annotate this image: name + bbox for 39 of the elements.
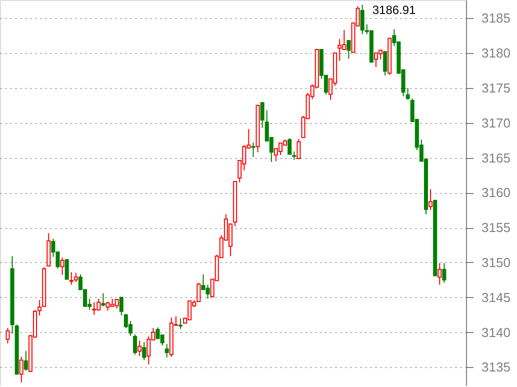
y-tick-label: 3175 (482, 80, 510, 96)
candlestick (260, 102, 264, 128)
candlestick (296, 138, 301, 160)
candlestick (6, 328, 10, 344)
candlestick (24, 350, 28, 372)
y-tick-label: 3170 (482, 115, 510, 130)
candlestick (138, 340, 142, 356)
candlestick (178, 318, 182, 330)
annotation: 3186.91 (372, 2, 416, 17)
y-tick-label: 3160 (482, 185, 510, 200)
candlestick (442, 262, 446, 284)
y-tick-label: 3140 (482, 324, 510, 340)
candlestick (74, 272, 78, 282)
y-tick-label: 3165 (482, 150, 510, 166)
candlestick (92, 302, 96, 316)
y-tick-label: 3135 (482, 360, 510, 375)
candlestick (346, 40, 351, 60)
candlestick (438, 262, 442, 286)
candlestick (383, 51, 388, 76)
candlestick (101, 292, 106, 307)
y-tick-label: 3150 (482, 254, 510, 270)
candlestick (19, 356, 24, 384)
candlestick (406, 87, 410, 100)
candlestick (288, 138, 292, 155)
candlestick (164, 344, 169, 358)
candlestick (428, 188, 433, 211)
candlestick (64, 259, 69, 280)
candlestick (251, 142, 256, 158)
candlestick (146, 336, 151, 365)
y-tick-label: 3185 (482, 10, 510, 26)
y-tick-label: 3155 (482, 220, 510, 236)
candlestick (338, 38, 342, 62)
y-tick-label: 3145 (482, 290, 510, 305)
candlestick (133, 334, 138, 356)
candlestick (119, 296, 124, 316)
y-tick-label: 3180 (482, 46, 510, 61)
candlestick (60, 257, 64, 276)
candlestick (142, 342, 146, 361)
candlestick (114, 298, 119, 310)
